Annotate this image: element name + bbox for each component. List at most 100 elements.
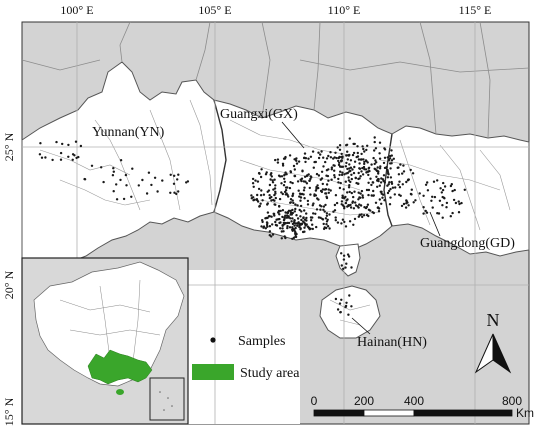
sample-point <box>268 194 271 197</box>
sample-point <box>327 191 330 194</box>
sample-point <box>327 154 330 158</box>
sample-point <box>294 232 298 235</box>
sample-point <box>305 216 308 220</box>
sample-point <box>349 159 353 162</box>
sample-point <box>282 230 285 233</box>
sample-point <box>274 203 277 206</box>
sample-point <box>407 178 410 181</box>
sample-point <box>338 302 342 305</box>
sample-point <box>185 181 188 184</box>
lon-tick-115: 115° E <box>459 3 492 17</box>
leader-guangdong <box>429 211 441 237</box>
sample-point <box>400 204 404 208</box>
sample-point <box>259 202 262 205</box>
sample-point <box>267 215 271 218</box>
sample-point <box>308 186 311 190</box>
sample-point <box>266 211 270 214</box>
sample-point <box>292 164 296 168</box>
sample-point <box>321 182 324 186</box>
sample-point <box>291 222 295 226</box>
sample-point <box>173 174 176 177</box>
sample-point <box>156 190 159 193</box>
sample-point <box>355 155 358 159</box>
sample-point <box>439 187 442 190</box>
sample-point <box>281 164 285 167</box>
sample-point <box>426 189 430 192</box>
scale-bar: 0 200 400 800 Km <box>311 394 534 420</box>
sample-point <box>325 223 328 226</box>
sample-point <box>291 192 295 195</box>
sample-point <box>345 154 348 157</box>
sample-point <box>303 218 307 221</box>
sample-point <box>332 157 335 160</box>
study-region-mainland <box>21 61 530 271</box>
inset-map <box>21 257 189 425</box>
sample-point <box>349 203 352 207</box>
sample-point <box>337 159 340 163</box>
sample-point <box>325 226 328 230</box>
sample-point <box>349 206 353 209</box>
sample-point <box>389 167 392 170</box>
sample-point <box>302 180 306 183</box>
sample-point <box>354 201 357 204</box>
sample-point <box>322 222 325 226</box>
sample-point <box>346 158 349 161</box>
sample-point <box>283 180 286 183</box>
sample-point <box>341 165 345 168</box>
sample-point <box>286 225 289 228</box>
sample-point <box>310 219 313 222</box>
sample-point <box>102 180 105 184</box>
sample-point <box>365 188 369 192</box>
sample-point <box>261 199 264 202</box>
sample-point <box>398 180 401 183</box>
sample-point <box>325 157 329 160</box>
sample-point <box>380 190 383 193</box>
sample-point <box>176 178 179 181</box>
sample-point <box>287 216 290 219</box>
sample-point <box>291 237 294 240</box>
sample-point <box>411 172 415 175</box>
sample-point <box>298 208 301 212</box>
sample-point <box>453 188 456 192</box>
sample-point <box>344 180 347 183</box>
sample-point <box>347 313 350 316</box>
sample-point <box>313 193 316 196</box>
sample-point <box>333 169 336 172</box>
sample-point <box>309 155 313 158</box>
sample-point <box>377 210 381 213</box>
sample-point <box>345 161 348 165</box>
sample-point <box>348 190 351 194</box>
sample-point <box>372 156 375 160</box>
sample-point <box>361 173 365 176</box>
sample-point <box>169 191 172 194</box>
leader-hainan <box>351 317 371 335</box>
sample-point <box>369 177 372 180</box>
sample-point <box>299 215 302 218</box>
sample-point <box>341 218 345 221</box>
sample-point <box>270 175 273 178</box>
sample-point <box>393 193 396 196</box>
sample-point <box>436 179 439 182</box>
sample-point <box>55 140 58 144</box>
sample-point <box>390 159 394 162</box>
sample-point <box>311 223 314 226</box>
sample-point <box>83 178 87 181</box>
sample-point <box>398 186 402 189</box>
sample-point <box>322 227 326 231</box>
sample-point <box>74 140 78 143</box>
sample-point <box>317 174 321 177</box>
sample-point <box>388 189 391 193</box>
sample-point <box>283 217 286 220</box>
sample-point <box>397 183 400 186</box>
sample-point <box>451 211 454 215</box>
sample-point <box>353 190 356 193</box>
sample-point <box>342 254 346 257</box>
sample-point <box>401 172 404 175</box>
sample-point <box>334 151 337 154</box>
sample-point <box>365 171 368 174</box>
sample-point <box>61 142 64 146</box>
sample-point <box>361 145 364 148</box>
sample-point <box>346 253 350 256</box>
sample-point <box>360 152 363 156</box>
